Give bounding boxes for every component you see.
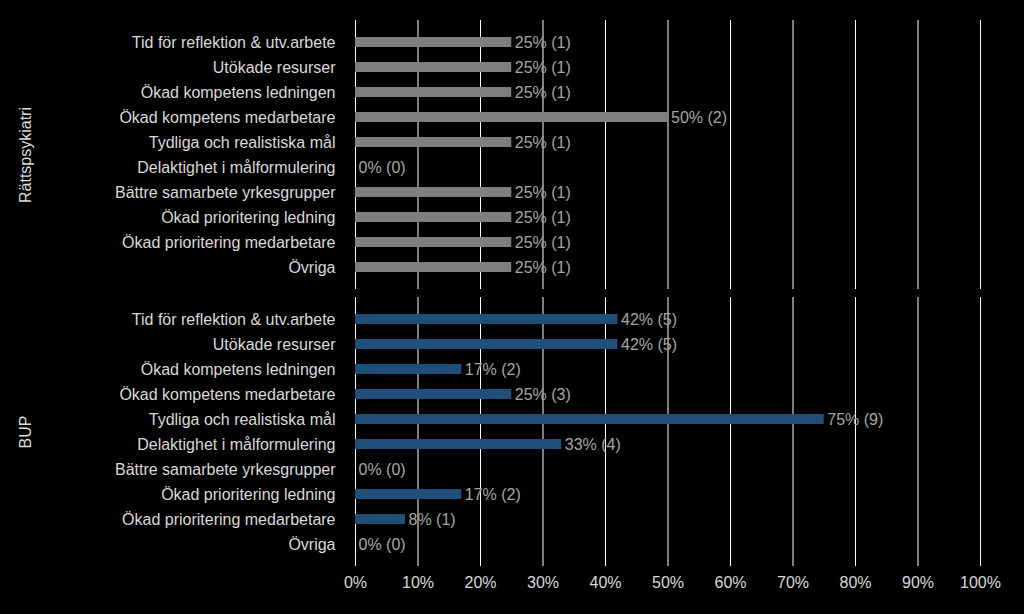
svg-text:90%: 90% [902,574,934,591]
svg-text:BUP: BUP [17,416,34,449]
svg-text:10%: 10% [402,574,434,591]
svg-text:40%: 40% [589,574,621,591]
svg-text:Ökad kompetens ledningen: Ökad kompetens ledningen [141,84,336,101]
svg-text:Ökad prioritering medarbetare: Ökad prioritering medarbetare [122,511,336,528]
svg-text:80%: 80% [839,574,871,591]
svg-text:25% (1): 25% (1) [515,234,571,251]
svg-text:25% (1): 25% (1) [515,84,571,101]
svg-text:Bättre samarbete yrkesgrupper: Bättre samarbete yrkesgrupper [115,184,336,201]
svg-text:50% (2): 50% (2) [671,109,727,126]
svg-text:Tydliga och realistiska mål: Tydliga och realistiska mål [149,134,336,151]
svg-text:25% (1): 25% (1) [515,59,571,76]
svg-text:25% (1): 25% (1) [515,34,571,51]
svg-text:33% (4): 33% (4) [565,436,621,453]
svg-text:Ökad prioritering ledning: Ökad prioritering ledning [161,486,335,503]
svg-text:Utökade resurser: Utökade resurser [213,59,336,76]
svg-text:50%: 50% [652,574,684,591]
svg-text:Utökade resurser: Utökade resurser [213,336,336,353]
svg-text:Rättspsykiatri: Rättspsykiatri [17,107,34,203]
svg-text:25% (1): 25% (1) [515,209,571,226]
svg-text:100%: 100% [960,574,1001,591]
svg-text:20%: 20% [464,574,496,591]
svg-text:0% (0): 0% (0) [359,159,406,176]
svg-text:25% (3): 25% (3) [515,386,571,403]
svg-text:Delaktighet i målformulering: Delaktighet i målformulering [137,159,335,176]
svg-text:Tid för reflektion & utv.arbet: Tid för reflektion & utv.arbete [132,311,336,328]
svg-text:17% (2): 17% (2) [465,361,521,378]
svg-text:Ökad prioritering ledning: Ökad prioritering ledning [161,209,335,226]
svg-text:0% (0): 0% (0) [359,536,406,553]
svg-text:Övriga: Övriga [288,259,335,276]
svg-text:0%: 0% [344,574,367,591]
svg-text:30%: 30% [527,574,559,591]
svg-text:75% (9): 75% (9) [827,411,883,428]
svg-text:Ökad prioritering medarbetare: Ökad prioritering medarbetare [122,234,336,251]
svg-text:Tid för reflektion & utv.arbet: Tid för reflektion & utv.arbete [132,34,336,51]
svg-text:Ökad kompetens medarbetare: Ökad kompetens medarbetare [119,109,335,126]
svg-text:17% (2): 17% (2) [465,486,521,503]
svg-text:25% (1): 25% (1) [515,134,571,151]
svg-text:Bättre samarbete yrkesgrupper: Bättre samarbete yrkesgrupper [115,461,336,478]
svg-text:70%: 70% [777,574,809,591]
svg-text:42% (5): 42% (5) [621,311,677,328]
svg-text:Övriga: Övriga [288,536,335,553]
svg-text:60%: 60% [714,574,746,591]
svg-text:0% (0): 0% (0) [359,461,406,478]
svg-text:Tydliga och realistiska mål: Tydliga och realistiska mål [149,411,336,428]
svg-text:8% (1): 8% (1) [409,511,456,528]
svg-text:Ökad kompetens medarbetare: Ökad kompetens medarbetare [119,386,335,403]
svg-text:25% (1): 25% (1) [515,259,571,276]
svg-text:Delaktighet i målformulering: Delaktighet i målformulering [137,436,335,453]
svg-text:25% (1): 25% (1) [515,184,571,201]
svg-text:Ökad kompetens ledningen: Ökad kompetens ledningen [141,361,336,378]
svg-text:42% (5): 42% (5) [621,336,677,353]
